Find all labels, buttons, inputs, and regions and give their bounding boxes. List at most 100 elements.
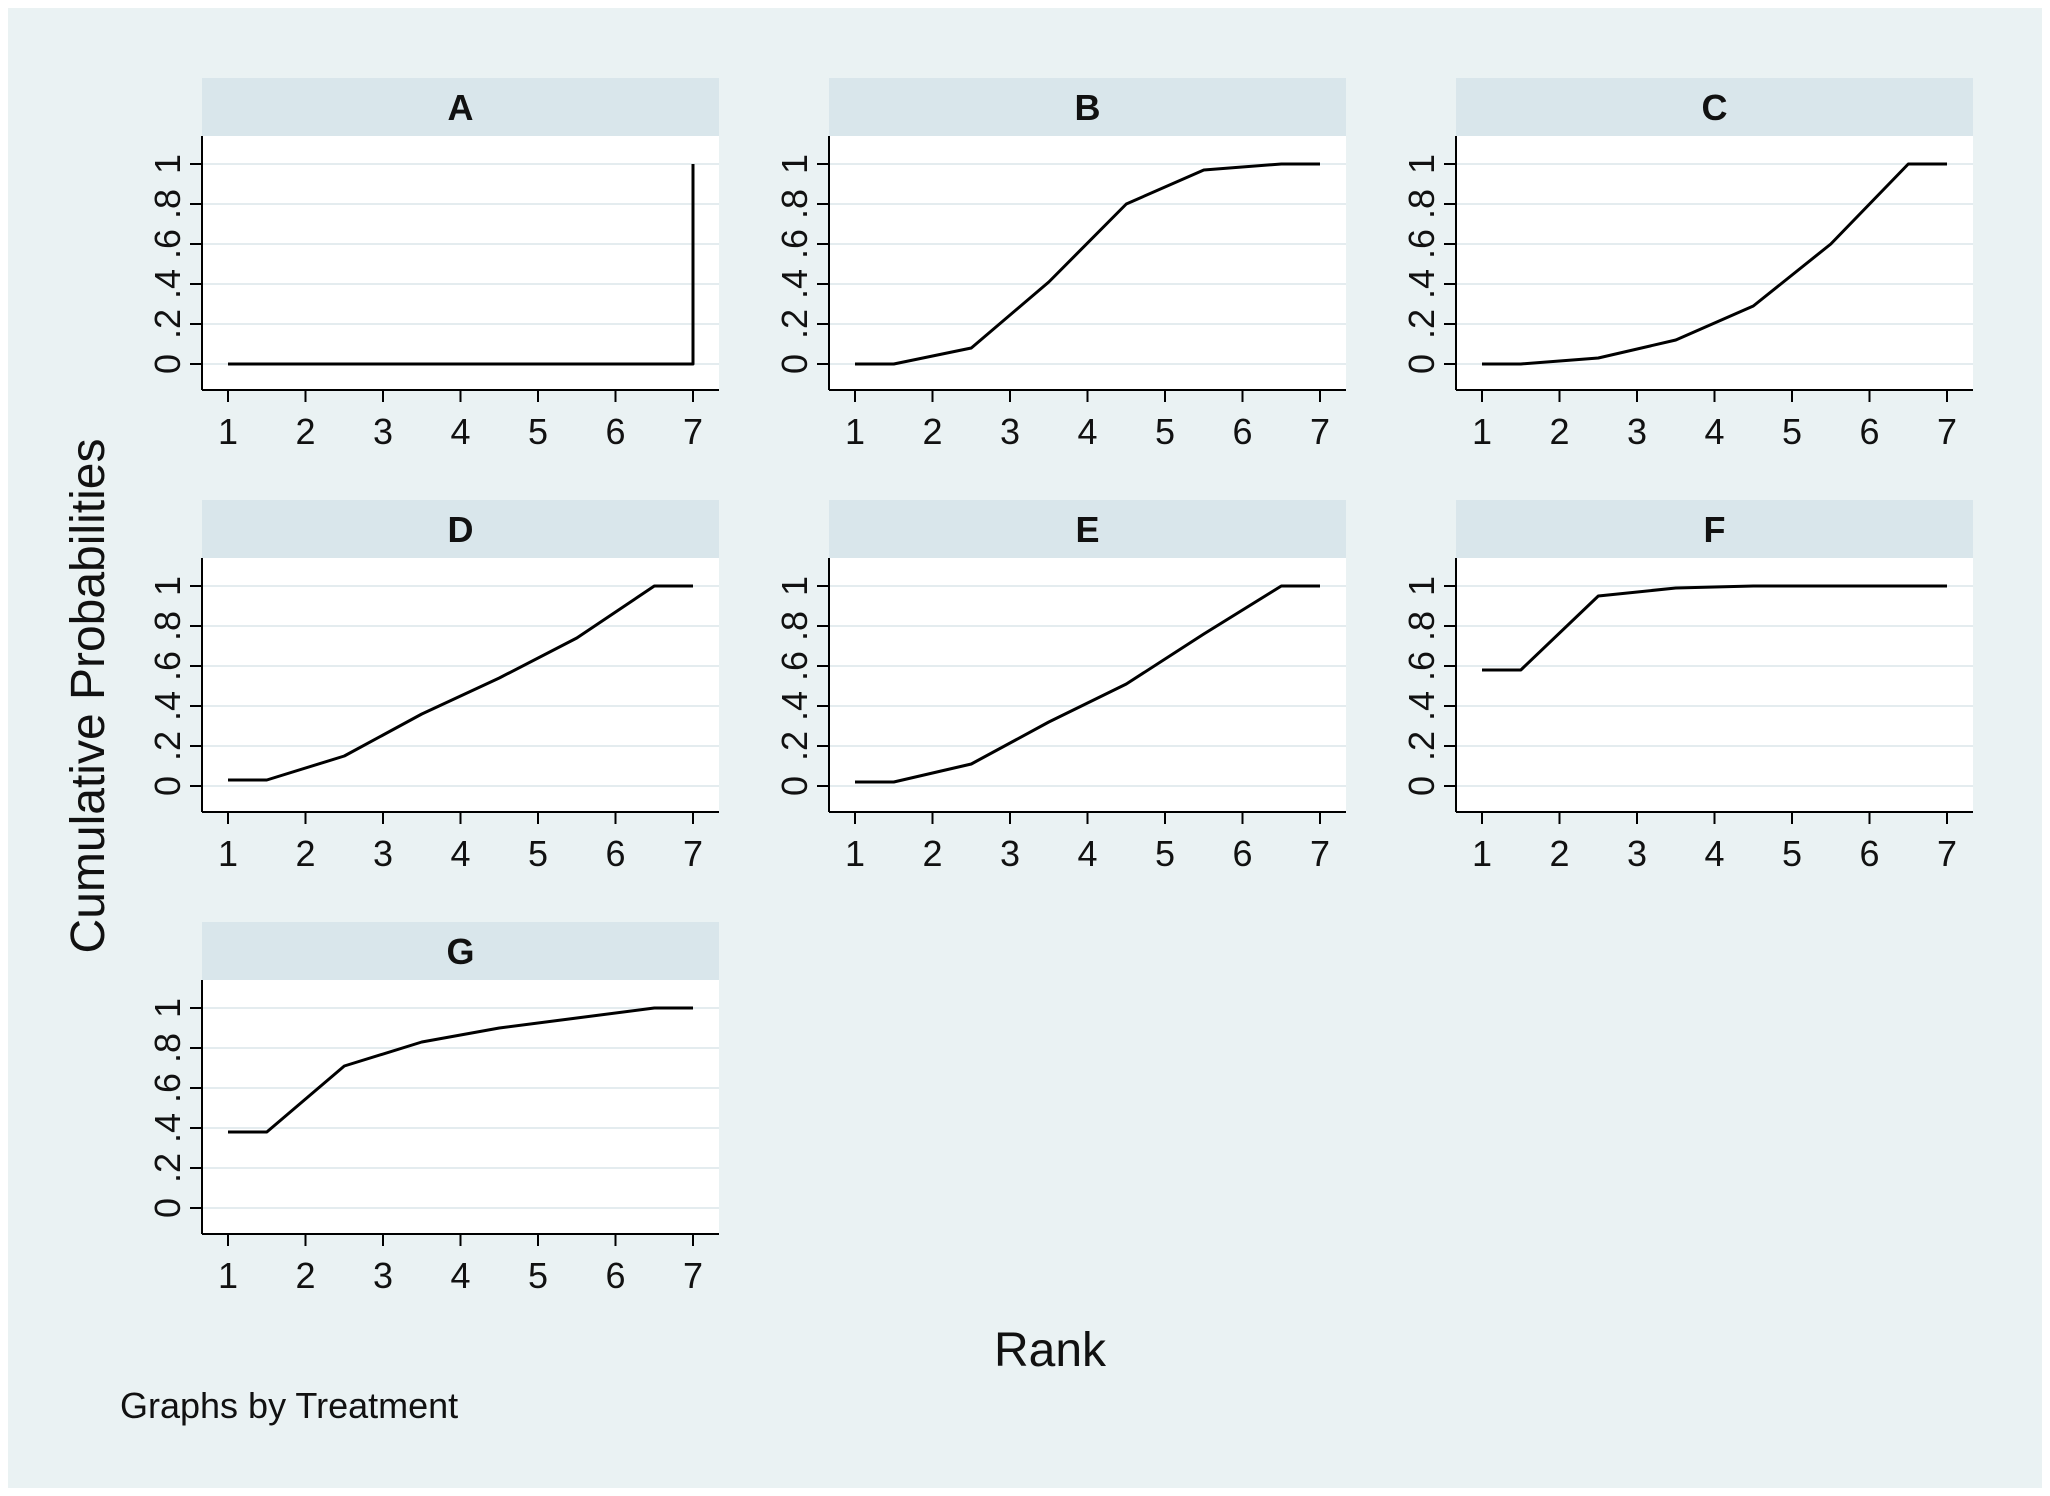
- y-tick-label: .2: [147, 309, 188, 339]
- x-tick-label: 7: [683, 833, 703, 874]
- x-tick-label: 1: [218, 411, 238, 452]
- graphs-note: Graphs by Treatment: [120, 1385, 458, 1426]
- panel-header: [829, 500, 1346, 558]
- x-tick-label: 6: [605, 1255, 625, 1296]
- y-tick-label: .6: [147, 1073, 188, 1103]
- plot-area: [202, 980, 719, 1234]
- series-line-c: [1482, 162, 1947, 366]
- x-tick-label: 7: [1310, 411, 1330, 452]
- x-tick-label: 2: [295, 1255, 315, 1296]
- x-tick-label: 1: [1472, 411, 1492, 452]
- y-tick-label: .2: [1401, 309, 1442, 339]
- y-tick-label: .8: [147, 611, 188, 641]
- panel-c: C 0 .2 .4 .6 .8 1 1 2 3 4 5 6 7: [1401, 78, 1973, 452]
- x-tick-label: 3: [1627, 411, 1647, 452]
- x-tick-label: 4: [1704, 411, 1724, 452]
- y-tick-label: .2: [147, 1153, 188, 1183]
- panel-title: A: [448, 87, 474, 128]
- series-line-a: [228, 164, 695, 366]
- panel-title: B: [1075, 87, 1101, 128]
- series-line-f: [1482, 584, 1947, 672]
- x-tick-label: 7: [1937, 833, 1957, 874]
- x-tick-label: 5: [528, 411, 548, 452]
- panel-title: F: [1704, 509, 1726, 550]
- y-tick-label: .6: [147, 229, 188, 259]
- panel-header: [202, 500, 719, 558]
- x-tick-label: 1: [1472, 833, 1492, 874]
- y-tick-label: 1: [147, 576, 188, 596]
- y-tick-label: .8: [147, 189, 188, 219]
- plot-area: [1456, 136, 1973, 390]
- x-tick-label: 3: [1000, 833, 1020, 874]
- panel-f: F 0 .2 .4 .6 .8 1 1 2 3 4 5 6 7: [1401, 500, 1973, 874]
- y-tick-label: .8: [774, 189, 815, 219]
- panel-header: [202, 922, 719, 980]
- y-tick-label: .6: [1401, 229, 1442, 259]
- y-tick-label: .4: [147, 269, 188, 299]
- x-tick-label: 3: [373, 833, 393, 874]
- panel-g: G 0 .2 .4 .6 .8 1 1 2 3 4 5 6 7: [147, 922, 719, 1296]
- x-tick-label: 3: [1000, 411, 1020, 452]
- series-line-d: [228, 584, 693, 782]
- x-tick-label: 5: [528, 1255, 548, 1296]
- y-tick-label: .6: [1401, 651, 1442, 681]
- y-tick-label: 0: [1401, 354, 1442, 374]
- x-tick-label: 4: [450, 833, 470, 874]
- y-tick-label: .4: [147, 1113, 188, 1143]
- panels: A 0 .2 .4 .6 .8 1 1 2 3 4 5 6 7 B 0 .2 .4 .6 .8 1 1 2 3 4 5 6 7 C 0 .2…: [147, 78, 1973, 1296]
- y-tick-label: 0: [1401, 776, 1442, 796]
- y-tick-label: 1: [774, 154, 815, 174]
- y-tick-label: 0: [147, 1198, 188, 1218]
- x-tick-label: 6: [605, 411, 625, 452]
- y-tick-label: .8: [147, 1033, 188, 1063]
- y-tick-label: .4: [1401, 691, 1442, 721]
- panel-title: E: [1075, 509, 1099, 550]
- series-line-b: [855, 162, 1320, 366]
- x-tick-label: 5: [1155, 833, 1175, 874]
- y-tick-label: .4: [1401, 269, 1442, 299]
- plot-area: [829, 558, 1346, 812]
- x-tick-label: 6: [1232, 411, 1252, 452]
- y-tick-label: .4: [774, 691, 815, 721]
- series-line-g: [228, 1006, 693, 1134]
- x-tick-label: 2: [295, 833, 315, 874]
- y-tick-label: .8: [1401, 611, 1442, 641]
- y-tick-label: 1: [147, 998, 188, 1018]
- x-tick-label: 4: [1077, 833, 1097, 874]
- x-tick-label: 2: [922, 411, 942, 452]
- y-tick-label: 1: [774, 576, 815, 596]
- y-tick-label: 0: [774, 354, 815, 374]
- x-tick-label: 5: [1782, 833, 1802, 874]
- y-tick-label: .6: [147, 651, 188, 681]
- y-tick-label: 1: [1401, 576, 1442, 596]
- x-tick-label: 2: [295, 411, 315, 452]
- x-tick-label: 4: [450, 1255, 470, 1296]
- x-tick-label: 6: [1232, 833, 1252, 874]
- y-tick-label: .2: [1401, 731, 1442, 761]
- x-tick-label: 5: [528, 833, 548, 874]
- panel-e: E 0 .2 .4 .6 .8 1 1 2 3 4 5 6 7: [774, 500, 1346, 874]
- x-tick-label: 4: [450, 411, 470, 452]
- panel-b: B 0 .2 .4 .6 .8 1 1 2 3 4 5 6 7: [774, 78, 1346, 452]
- x-tick-label: 4: [1704, 833, 1724, 874]
- plot-area: [202, 136, 719, 390]
- y-tick-label: .4: [774, 269, 815, 299]
- panel-header: [1456, 500, 1973, 558]
- panel-header: [829, 78, 1346, 136]
- series-line-e: [855, 584, 1320, 784]
- y-tick-label: .6: [774, 229, 815, 259]
- x-tick-label: 7: [1310, 833, 1330, 874]
- y-tick-label: .2: [147, 731, 188, 761]
- y-tick-label: .2: [774, 731, 815, 761]
- x-tick-label: 6: [1859, 411, 1879, 452]
- x-tick-label: 6: [1859, 833, 1879, 874]
- panel-title: D: [448, 509, 474, 550]
- y-tick-label: 0: [147, 354, 188, 374]
- panel-header: [202, 78, 719, 136]
- y-axis-title: Cumulative Probabilities: [62, 439, 115, 954]
- x-tick-label: 1: [845, 411, 865, 452]
- x-tick-label: 3: [1627, 833, 1647, 874]
- y-tick-label: .2: [774, 309, 815, 339]
- panel-title: C: [1702, 87, 1728, 128]
